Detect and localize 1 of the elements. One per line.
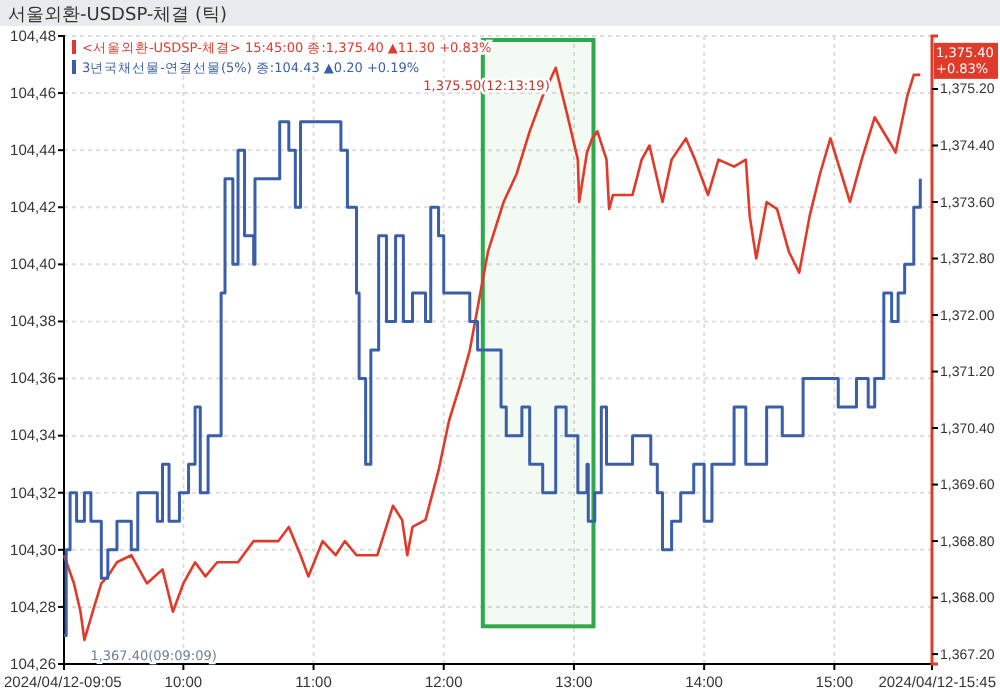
chart-title: 서울외환-USDSP-체결 (틱): [8, 6, 228, 26]
